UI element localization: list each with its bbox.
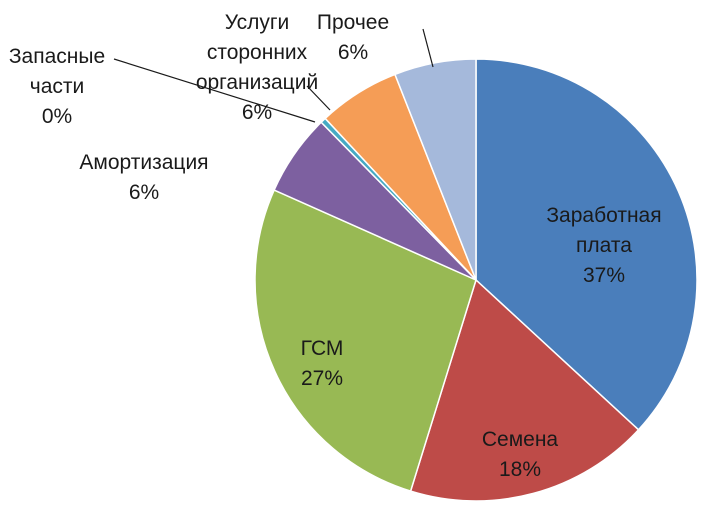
slice-label-line: плата bbox=[576, 234, 632, 257]
pie-slice-1 bbox=[475, 58, 698, 431]
slice-label-6: Услуги сторонних организаций 6% bbox=[196, 11, 318, 124]
slice-label-line: 37% bbox=[583, 264, 625, 287]
slice-label-line: ГСМ bbox=[301, 337, 344, 360]
pie-slices bbox=[254, 58, 698, 502]
slice-label-7: Прочее 6% bbox=[317, 11, 389, 64]
slice-label-line: Прочее bbox=[317, 11, 389, 34]
slice-label-4: Амортизация 6% bbox=[79, 151, 208, 204]
slice-label-line: части bbox=[30, 75, 84, 98]
slice-label-line: 18% bbox=[499, 458, 541, 481]
leader-line-7 bbox=[422, 28, 434, 68]
leader-line-5 bbox=[113, 58, 316, 123]
slice-label-1: Заработная плата 37% bbox=[546, 204, 661, 287]
slice-label-line: Семена bbox=[482, 428, 559, 451]
leader-line-6 bbox=[306, 85, 331, 111]
slice-label-line: сторонних bbox=[207, 41, 308, 64]
slice-label-line: 0% bbox=[42, 105, 72, 128]
slice-label-line: 6% bbox=[338, 41, 368, 64]
slice-label-line: Амортизация bbox=[79, 151, 208, 174]
slice-label-2: Семена 18% bbox=[482, 428, 559, 481]
pie-slice-2 bbox=[409, 278, 640, 502]
slice-label-5: Запасные части 0% bbox=[9, 45, 105, 128]
slice-label-line: Запасные bbox=[9, 45, 105, 68]
slice-label-line: 6% bbox=[242, 101, 272, 124]
slice-label-line: Заработная bbox=[546, 204, 661, 227]
slice-label-line: Услуги bbox=[225, 11, 290, 34]
slice-label-line: 27% bbox=[301, 367, 343, 390]
slice-label-3: ГСМ 27% bbox=[301, 337, 344, 390]
slice-label-line: 6% bbox=[129, 181, 159, 204]
pie-slice-7 bbox=[393, 58, 477, 281]
slice-label-line: организаций bbox=[196, 71, 318, 94]
pie-slice-3 bbox=[254, 189, 477, 493]
leader-lines bbox=[113, 28, 434, 123]
slice-labels: Заработная плата 37% Семена 18% ГСМ 27% Амортиз… bbox=[9, 11, 662, 481]
